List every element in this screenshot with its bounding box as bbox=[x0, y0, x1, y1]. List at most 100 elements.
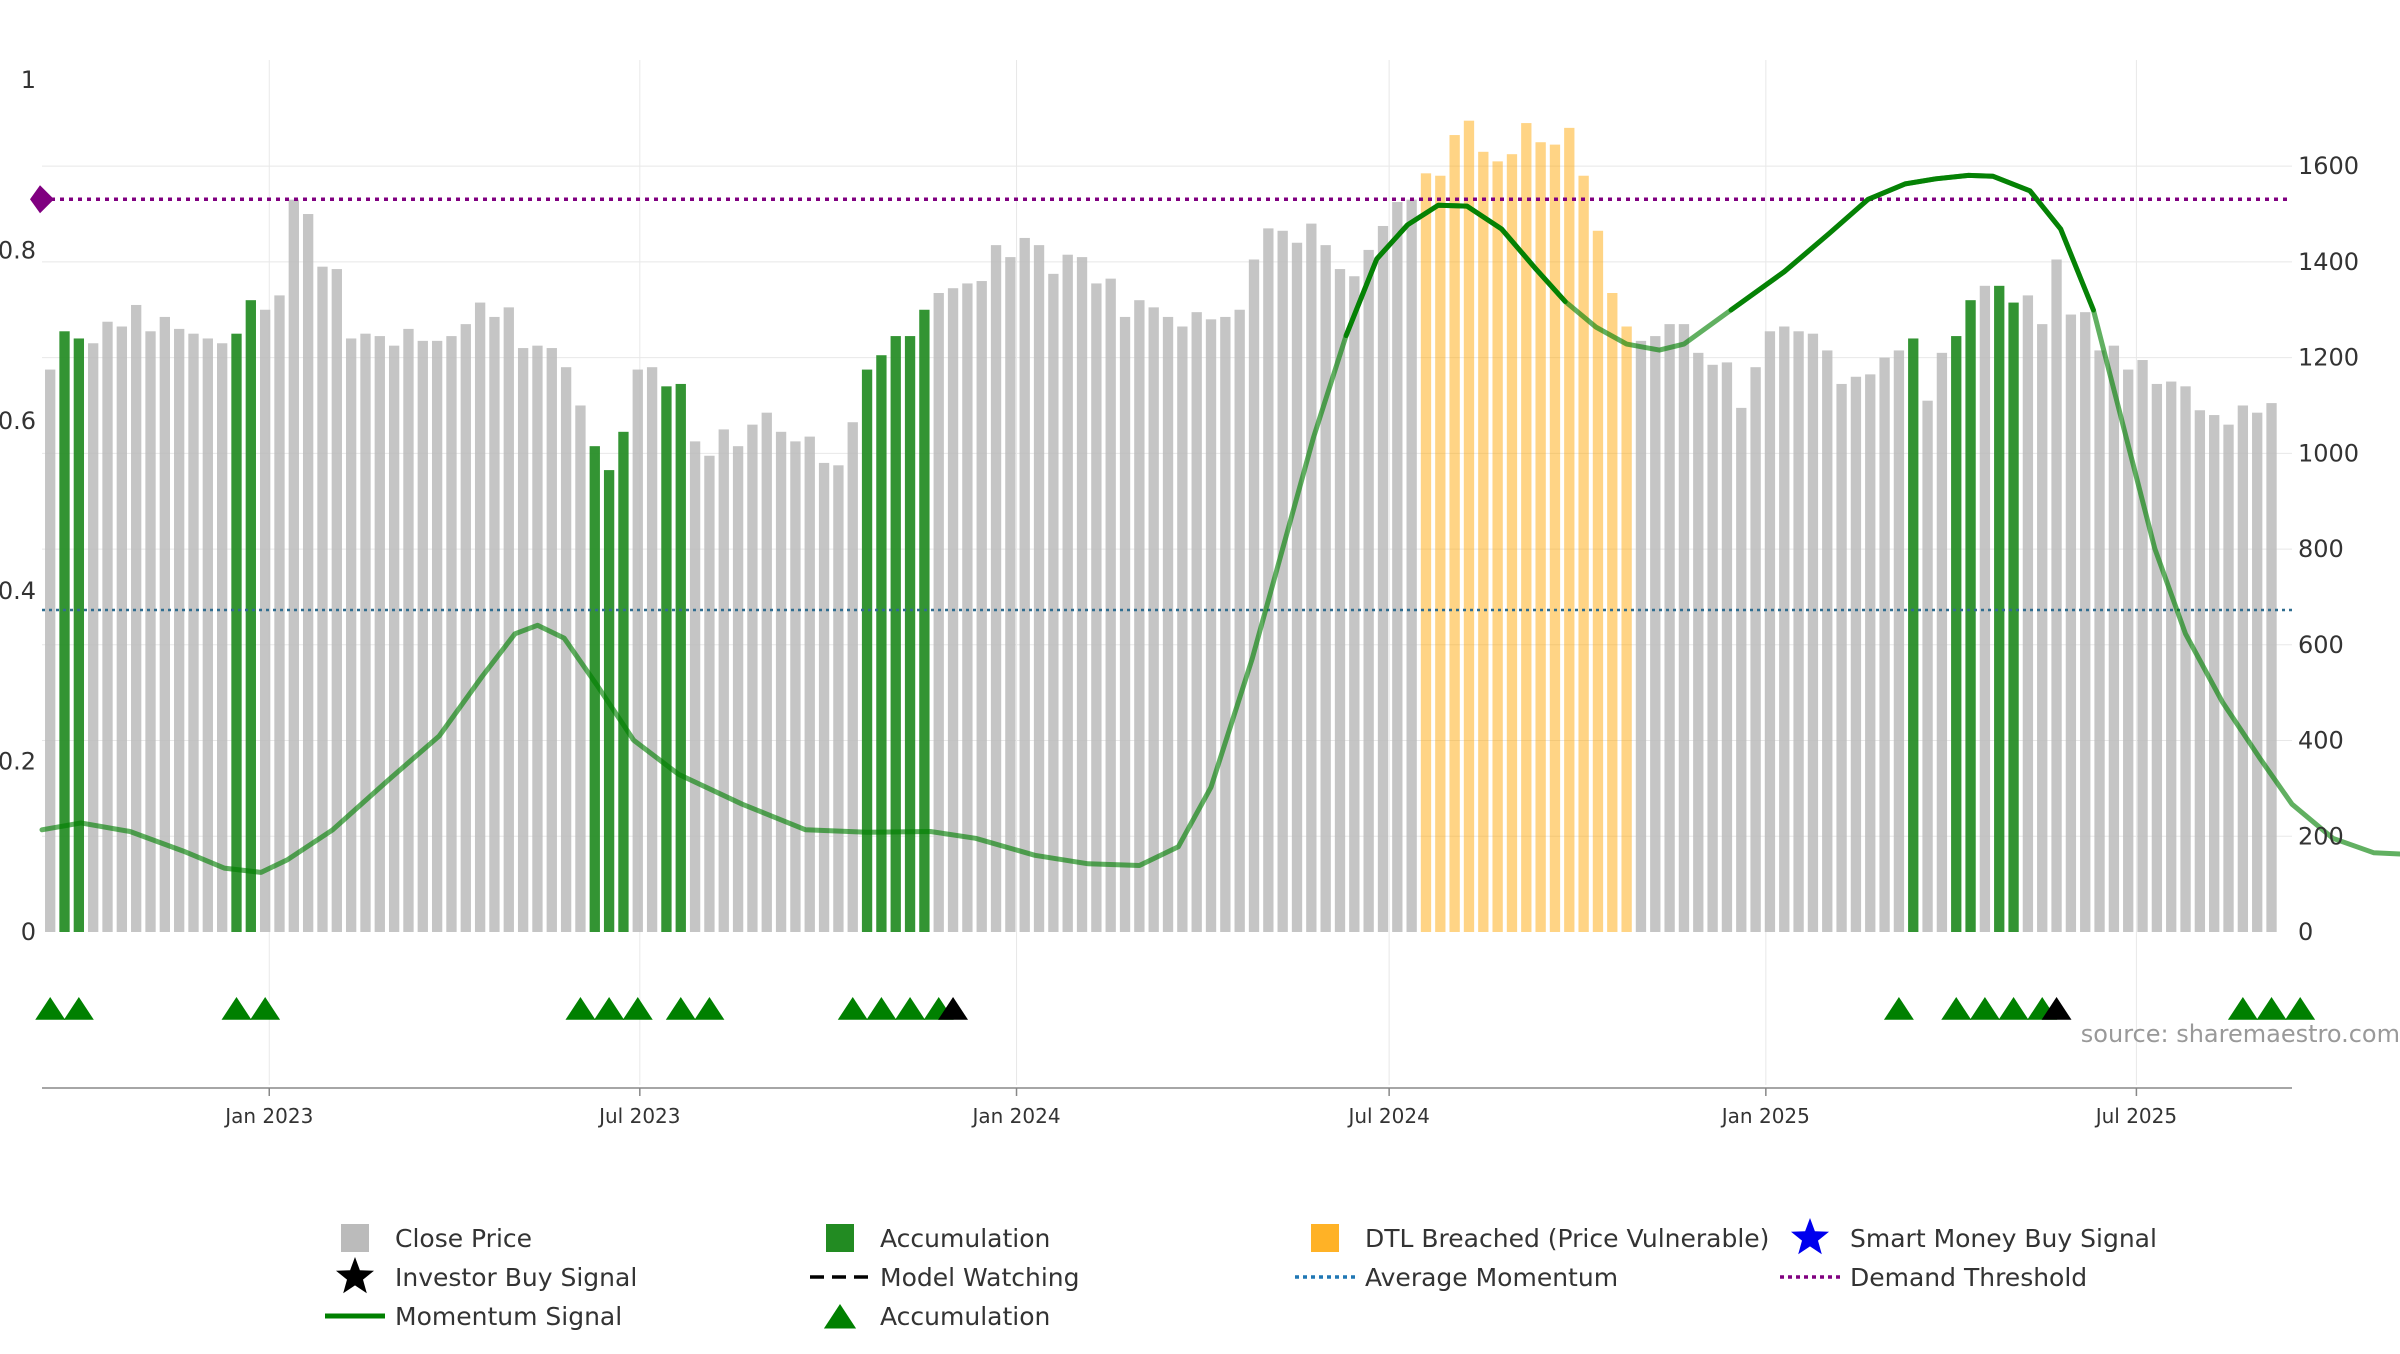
legend-label: Demand Threshold bbox=[1850, 1263, 2087, 1292]
close-price-bar bbox=[1091, 283, 1102, 932]
momentum-signal-strong-segment bbox=[1343, 202, 1568, 339]
dtl-breached-bar bbox=[1449, 135, 1460, 933]
close-price-bar bbox=[1277, 230, 1288, 933]
close-price-bar bbox=[1793, 331, 1804, 933]
close-price-bar bbox=[116, 326, 128, 932]
close-price-bar bbox=[202, 338, 213, 932]
close-price-bar bbox=[761, 412, 772, 932]
legend-label: Close Price bbox=[395, 1224, 532, 1253]
accumulation-bar bbox=[904, 336, 916, 933]
close-price-bar bbox=[2123, 369, 2134, 933]
accumulation-marker bbox=[1998, 997, 2029, 1020]
close-price-bar bbox=[460, 324, 471, 932]
close-price-bar bbox=[2209, 415, 2220, 933]
close-price-bar bbox=[2223, 424, 2234, 932]
accumulation-marker bbox=[2256, 997, 2287, 1020]
close-price-bar bbox=[1306, 223, 1317, 932]
close-price-bar bbox=[1678, 324, 1690, 932]
accumulation-bar bbox=[618, 431, 629, 932]
accumulation-bar bbox=[1908, 338, 1919, 932]
close-price-bar bbox=[446, 336, 457, 933]
close-price-bar bbox=[2266, 403, 2277, 933]
accumulation-bar bbox=[73, 338, 85, 932]
close-price-bar bbox=[188, 333, 199, 932]
close-price-bar bbox=[1105, 278, 1116, 932]
close-price-bar bbox=[489, 316, 500, 932]
close-price-bar bbox=[1936, 352, 1948, 933]
legend-symbol-close-price bbox=[341, 1224, 369, 1252]
left-axis-tick-label: 0 bbox=[21, 918, 36, 946]
close-price-bar bbox=[1664, 324, 1675, 932]
close-price-bar bbox=[474, 302, 486, 933]
close-price-bar bbox=[1177, 326, 1188, 932]
dtl-breached-bar bbox=[1535, 142, 1546, 932]
accumulation-bar bbox=[861, 369, 873, 933]
legend-symbol-accumulation bbox=[823, 1304, 857, 1329]
dtl-breached-bar bbox=[1549, 144, 1561, 932]
accumulation-bar bbox=[1951, 336, 1962, 933]
close-price-bar bbox=[1119, 316, 1131, 932]
close-price-bar bbox=[217, 343, 228, 932]
close-price-bar bbox=[1349, 276, 1360, 932]
close-price-bar bbox=[360, 333, 371, 932]
dtl-breached-bar bbox=[1420, 173, 1432, 932]
close-price-bar bbox=[1148, 307, 1159, 932]
close-price-bar bbox=[274, 295, 285, 932]
close-price-bar bbox=[976, 281, 987, 933]
accumulation-marker bbox=[565, 997, 596, 1020]
momentum-signal-strong-segment bbox=[1728, 172, 2096, 313]
close-price-bar bbox=[632, 369, 643, 933]
close-price-bar bbox=[575, 405, 586, 932]
legend-label: Investor Buy Signal bbox=[395, 1263, 637, 1292]
legend-label: DTL Breached (Price Vulnerable) bbox=[1365, 1224, 1769, 1253]
dtl-breached-bar bbox=[1564, 127, 1575, 932]
close-price-bar bbox=[1836, 383, 1847, 932]
dtl-breached-bar bbox=[1621, 326, 1632, 932]
close-price-bar bbox=[2022, 295, 2034, 932]
dtl-breached-bar bbox=[1521, 123, 1532, 932]
x-axis-tick-label: Jul 2025 bbox=[2094, 1104, 2177, 1128]
close-price-bar bbox=[560, 367, 572, 932]
close-price-bar bbox=[847, 422, 858, 932]
close-price-bar bbox=[704, 455, 715, 932]
close-price-bar bbox=[1979, 285, 1991, 933]
close-price-bar bbox=[1392, 202, 1403, 933]
close-price-bar bbox=[102, 321, 113, 932]
investor-buy-marker bbox=[938, 997, 969, 1020]
accumulation-bar bbox=[2008, 302, 2019, 933]
accumulation-marker bbox=[1969, 997, 2000, 1020]
accumulation-bar bbox=[231, 333, 242, 932]
investor-buy-marker bbox=[2041, 997, 2072, 1020]
x-axis-tick-label: Jul 2023 bbox=[597, 1104, 680, 1128]
close-price-bar bbox=[1707, 364, 1718, 933]
momentum-signal-line bbox=[39, 172, 2400, 875]
left-axis-tick-label: 0.8 bbox=[0, 236, 36, 264]
close-price-bar bbox=[388, 345, 400, 932]
accumulation-marker bbox=[665, 997, 696, 1020]
legend-symbol-dtl-breached-price-vulnerable bbox=[1311, 1224, 1339, 1252]
close-price-bar bbox=[833, 465, 844, 932]
close-price-bar bbox=[2237, 405, 2249, 932]
close-price-bar bbox=[431, 340, 443, 932]
markers-layer bbox=[35, 997, 2316, 1020]
close-price-bar bbox=[1320, 245, 1331, 932]
dtl-breached-bar bbox=[1506, 154, 1518, 932]
dtl-breached-bar bbox=[1607, 293, 1618, 932]
accumulation-marker bbox=[63, 997, 94, 1020]
close-price-bar bbox=[933, 293, 944, 932]
legend-symbol-smart-money-buy-signal bbox=[1791, 1218, 1829, 1255]
accumulation-bar bbox=[245, 300, 256, 932]
dtl-breached-bar bbox=[1435, 175, 1446, 932]
close-price-bar bbox=[532, 345, 543, 932]
close-price-bar bbox=[88, 343, 99, 932]
bars-layer bbox=[45, 120, 2277, 933]
close-price-bar bbox=[159, 316, 170, 932]
close-price-bar bbox=[689, 441, 701, 932]
close-price-bar bbox=[503, 307, 514, 932]
accumulation-bar bbox=[661, 386, 672, 933]
close-price-bar bbox=[131, 304, 142, 932]
close-price-bar bbox=[145, 331, 156, 933]
accumulation-marker bbox=[622, 997, 653, 1020]
dtl-breached-bar bbox=[1592, 230, 1604, 933]
